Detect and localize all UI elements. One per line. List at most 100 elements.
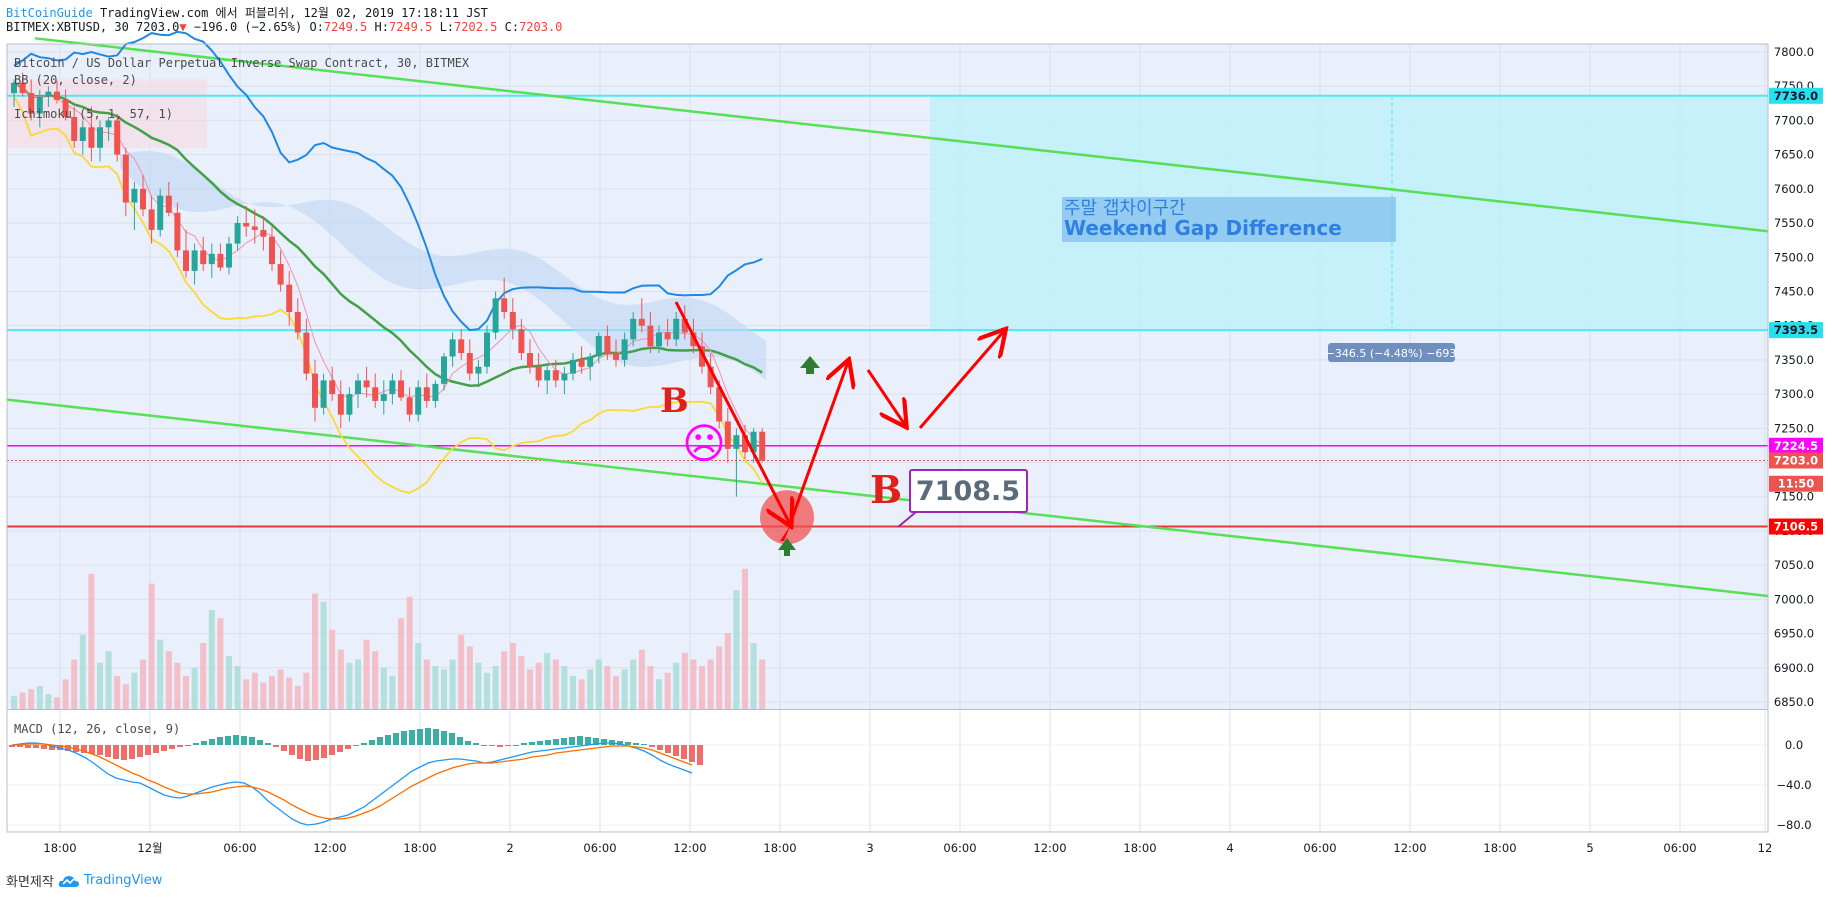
candle-body (647, 325, 654, 347)
footer: 화면제작 TradingView (6, 871, 162, 890)
drawings[interactable] (674, 301, 1004, 556)
macd-histogram-bar (417, 729, 423, 745)
candle-body (19, 82, 26, 94)
volume-bar (621, 669, 628, 709)
bb-legend[interactable]: BB (20, close, 2) (14, 73, 137, 87)
volume-bar (372, 651, 379, 709)
candle-body (355, 380, 361, 395)
macd-histogram-bar (545, 740, 551, 745)
volume-bar (750, 643, 757, 709)
candle-body (544, 370, 551, 381)
macd-axis[interactable]: 0.0 −40.0 −80.0 (1776, 738, 1811, 832)
time-tick-label: 06:00 (943, 841, 976, 855)
volume-bar (191, 667, 198, 709)
volume-bar (552, 659, 559, 709)
macd-histogram-bar (649, 745, 655, 747)
price-tag-box (1769, 518, 1823, 535)
macd-histogram-bar (697, 745, 703, 765)
macd-pane-background (7, 710, 1768, 832)
volume-bar (578, 679, 585, 709)
macd-tick-label: −80.0 (1776, 818, 1811, 832)
volume-bar (415, 643, 422, 709)
sad-face-icon: ☹ (682, 419, 726, 468)
candle-body (441, 356, 447, 384)
volume-bar (613, 676, 619, 709)
time-tick-label: 12 (1758, 841, 1773, 855)
candle-body (561, 373, 568, 381)
candle-body (28, 93, 35, 114)
macd-histogram-bar (153, 745, 159, 753)
down-arrow[interactable] (674, 301, 790, 524)
gap-label-korean: 주말 갭차이구간 (1064, 198, 1186, 219)
ohlc-open: 7249.5 (323, 20, 368, 34)
macd-histogram-bar (225, 736, 231, 745)
candle-body (613, 353, 619, 360)
volume-bar (148, 583, 155, 709)
price-tick-label: 7500.0 (1774, 250, 1814, 264)
macd-histogram-bar (25, 745, 31, 748)
macd-legend[interactable]: MACD (12, 26, close, 9) (14, 722, 180, 736)
macd-histogram-bar (105, 745, 111, 757)
time-tick-label: 12월 (137, 841, 162, 855)
macd-histogram-bar (553, 739, 559, 745)
macd-histogram-bar (497, 745, 503, 747)
price-tick-label: 6950.0 (1774, 627, 1814, 641)
macd-histogram-bar (561, 738, 567, 745)
macd-histogram-bar (297, 745, 303, 759)
price-tick-label: 7650.0 (1774, 148, 1814, 162)
candle-body (243, 223, 250, 227)
price-callout-box[interactable] (909, 469, 1028, 513)
time-axis[interactable]: 18:00 12월 06:00 12:00 18:00 2 06:00 12:00 18:00 3… (7, 831, 1773, 855)
ohlc-open-key: O: (309, 20, 324, 34)
macd-histogram-bar (449, 733, 455, 745)
volume-bar (36, 685, 43, 709)
down-arrow-2[interactable] (866, 369, 905, 425)
price-tick-label: 6850.0 (1774, 695, 1814, 709)
macd-histogram-bar (689, 745, 695, 762)
tradingview-logo-text[interactable]: TradingView (83, 873, 163, 888)
price-tick-label: 7150.0 (1774, 490, 1814, 504)
macd-histogram-bar (513, 745, 519, 746)
time-tick-label: 3 (866, 841, 873, 855)
price-tag-box (1769, 322, 1823, 339)
macd-histogram-bar (657, 745, 663, 750)
macd-histogram-bar (577, 736, 583, 745)
candle-body (733, 435, 740, 449)
candle-body (406, 397, 413, 415)
macd-histogram-bar (361, 743, 367, 745)
macd-histogram-bar (209, 739, 215, 745)
volume-bar (346, 662, 353, 709)
volume-bar (157, 639, 164, 709)
volume-bar (716, 646, 723, 709)
candle-body (363, 380, 370, 388)
candle-body (432, 383, 439, 401)
candle-body (699, 346, 705, 367)
price-tag-box (1769, 475, 1823, 492)
candle-body (750, 431, 757, 453)
macd-histogram-bar (337, 745, 343, 752)
up-arrow-1[interactable] (788, 362, 848, 525)
macd-histogram-bar (185, 745, 191, 746)
candle-body (638, 318, 645, 326)
price-chart[interactable]: Bitcoin / US Dollar Perpetual Inverse Sw… (0, 0, 1828, 870)
volume-bar (165, 651, 172, 709)
volume-bar (277, 669, 284, 709)
gap-label-english: Weekend Gap Difference (1064, 216, 1342, 240)
ichimoku-cloud (120, 150, 767, 381)
macd-histogram-bar (313, 745, 319, 760)
ichimoku-legend[interactable]: Ichimoku (5, 1, 57, 1) (14, 107, 173, 121)
candle-body (509, 312, 516, 330)
macd-line (11, 742, 693, 826)
macd-histogram-bar (529, 742, 535, 745)
macd-histogram-bar (377, 737, 383, 745)
time-tick-label: 06:00 (1303, 841, 1336, 855)
author-link[interactable]: BitCoinGuide (6, 6, 93, 20)
price-axis[interactable]: 7800.07750.07700.07650.07600.07550.07500… (1774, 45, 1814, 709)
up-arrow-2[interactable] (918, 331, 1004, 429)
price-tag-label: 7224.5 (1774, 439, 1818, 453)
green-up-marker-icon-2 (778, 538, 796, 556)
volume-bar (251, 672, 258, 709)
macd-histogram-bar (393, 733, 399, 745)
candle-body (475, 366, 482, 374)
candle-body (527, 353, 533, 367)
